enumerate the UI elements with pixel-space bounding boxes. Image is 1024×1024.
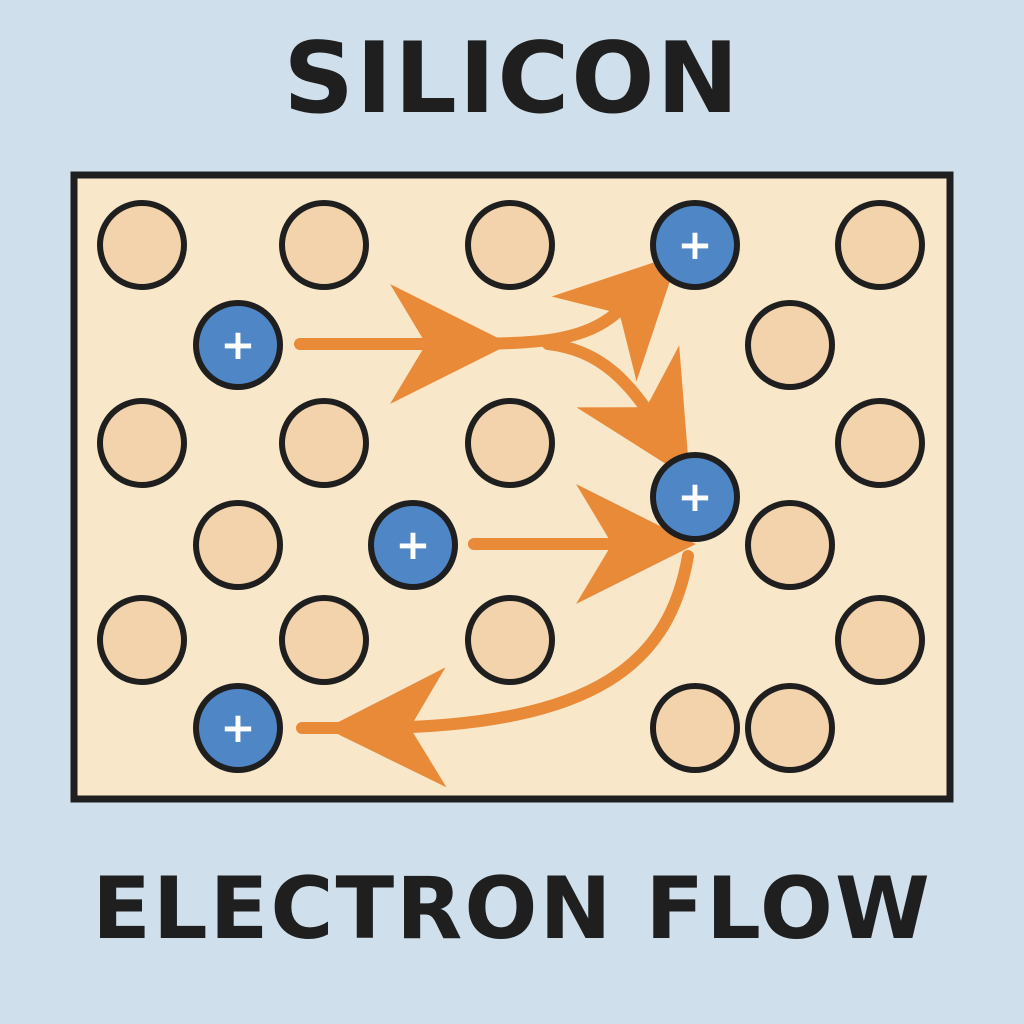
atom bbox=[835, 200, 925, 290]
hole: + bbox=[650, 452, 740, 542]
atom bbox=[650, 683, 740, 773]
atoms bbox=[97, 200, 925, 773]
hole: + bbox=[193, 683, 283, 773]
flow-arrow bbox=[326, 550, 694, 788]
atom bbox=[279, 398, 369, 488]
atom bbox=[193, 500, 283, 590]
atom bbox=[745, 500, 835, 590]
flow-arrow bbox=[456, 254, 679, 382]
hole-plus-icon: + bbox=[677, 472, 712, 521]
diagram-subtitle: ELECTRON FLOW bbox=[92, 859, 932, 959]
hole-plus-icon: + bbox=[677, 220, 712, 269]
atom bbox=[279, 595, 369, 685]
atom bbox=[97, 595, 187, 685]
atom bbox=[97, 398, 187, 488]
diagram-title: SILICON bbox=[283, 22, 741, 136]
hole: + bbox=[193, 300, 283, 390]
electron-flow-arrows bbox=[294, 254, 696, 788]
atom bbox=[745, 300, 835, 390]
hole: + bbox=[650, 200, 740, 290]
flow-arrow bbox=[542, 338, 690, 480]
atom bbox=[279, 200, 369, 290]
holes: + + + + + bbox=[193, 200, 740, 773]
atom bbox=[745, 683, 835, 773]
atom bbox=[465, 200, 555, 290]
hole-plus-icon: + bbox=[395, 520, 430, 569]
atom bbox=[465, 595, 555, 685]
hole-plus-icon: + bbox=[220, 703, 255, 752]
atom bbox=[97, 200, 187, 290]
atom bbox=[835, 595, 925, 685]
hole-plus-icon: + bbox=[220, 320, 255, 369]
atom bbox=[465, 398, 555, 488]
hole: + bbox=[368, 500, 458, 590]
atom bbox=[835, 398, 925, 488]
